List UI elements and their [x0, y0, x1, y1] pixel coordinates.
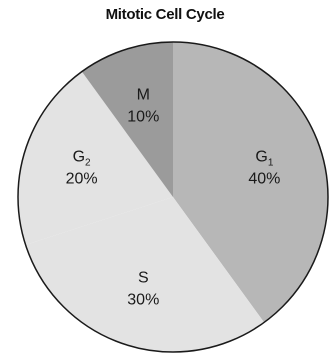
pie-outline — [17, 41, 329, 353]
slice-value-m: 10% — [127, 109, 159, 126]
slice-value-s: 30% — [127, 291, 159, 308]
pie-slice-g1 — [173, 42, 329, 323]
slice-label-g1: G1 — [255, 148, 273, 168]
slice-value-g1: 40% — [248, 170, 280, 187]
slice-label-g2: G2 — [73, 148, 91, 168]
slice-label-s: S — [138, 269, 149, 286]
slice-label-m: M — [137, 87, 150, 104]
pie-slice-s — [25, 197, 265, 353]
pie-slice-m — [81, 42, 173, 197]
slice-value-g2: 20% — [66, 170, 98, 187]
pie-labels: G1 40% S 30% G2 20% M 10% — [66, 87, 281, 309]
pie-slices — [17, 41, 329, 353]
pie-slice-g2 — [18, 71, 174, 245]
chart-title: Mitotic Cell Cycle — [105, 6, 225, 23]
